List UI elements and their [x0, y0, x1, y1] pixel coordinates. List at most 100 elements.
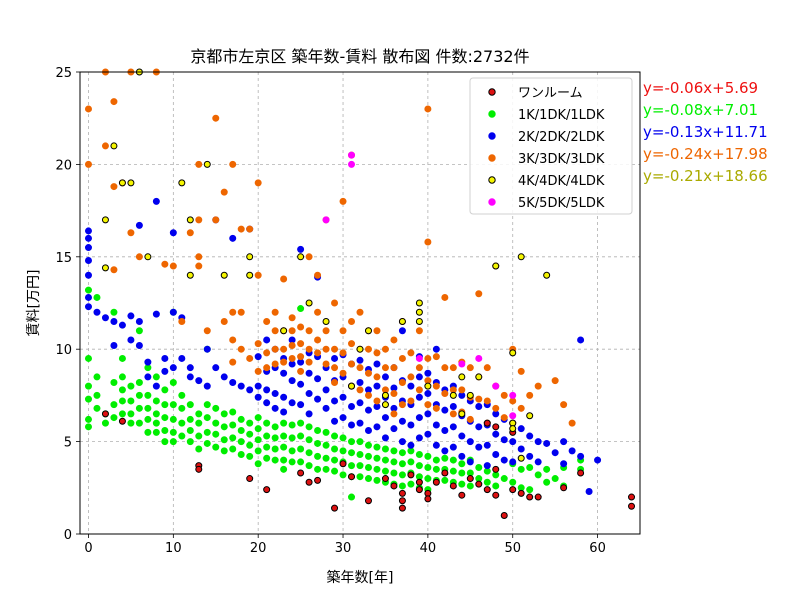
data-point [449, 482, 457, 490]
data-point [263, 317, 271, 325]
y-axis-label: 賃料[万円] [26, 270, 42, 337]
data-point [271, 434, 279, 442]
data-point [415, 486, 423, 494]
data-point [195, 419, 203, 427]
trend-equation: y=-0.24x+17.98 [643, 145, 768, 163]
data-point [288, 354, 296, 362]
data-point [458, 373, 466, 381]
data-point [449, 443, 457, 451]
data-point [322, 428, 330, 436]
data-point [458, 386, 466, 394]
data-point [135, 378, 143, 386]
data-point [449, 402, 457, 410]
data-point [415, 462, 423, 470]
data-point [101, 142, 109, 150]
data-point [229, 358, 237, 366]
data-point [449, 364, 457, 372]
data-point [161, 260, 169, 268]
data-point [220, 317, 228, 325]
data-point [110, 401, 118, 409]
data-point [322, 327, 330, 335]
data-point [415, 386, 423, 394]
data-point [297, 367, 305, 375]
data-point [237, 427, 245, 435]
data-point [381, 345, 389, 353]
data-point [390, 425, 398, 433]
data-point [229, 378, 237, 386]
data-point [84, 423, 92, 431]
data-point [305, 436, 313, 444]
data-point [161, 438, 169, 446]
data-point [254, 393, 262, 401]
data-point [364, 497, 372, 505]
data-point [415, 434, 423, 442]
data-point [229, 336, 237, 344]
data-point [229, 160, 237, 168]
data-point [220, 188, 228, 196]
data-point [305, 369, 313, 377]
data-point [254, 367, 262, 375]
data-point [84, 382, 92, 390]
data-point [84, 286, 92, 294]
data-point [492, 262, 500, 270]
data-points [84, 68, 636, 520]
data-point [305, 478, 313, 486]
data-point [348, 421, 356, 429]
data-point [246, 225, 254, 233]
data-point [263, 349, 271, 357]
data-point [398, 482, 406, 490]
data-point [246, 441, 254, 449]
data-point [517, 445, 525, 453]
data-point [135, 317, 143, 325]
data-point [169, 229, 177, 237]
data-point [390, 364, 398, 372]
x-tick-label: 10 [165, 541, 182, 556]
data-point [364, 452, 372, 460]
data-point [492, 465, 500, 473]
data-point [441, 447, 449, 455]
data-point [212, 443, 220, 451]
x-axis-label: 築年数[年] [327, 570, 394, 586]
data-point [526, 412, 534, 420]
legend-label: 2K/2DK/2LDK [518, 130, 605, 145]
data-point [348, 449, 356, 457]
data-point [517, 425, 525, 433]
data-point [135, 221, 143, 229]
data-point [390, 469, 398, 477]
data-point [509, 425, 517, 433]
data-point [178, 404, 186, 412]
data-point [331, 364, 339, 372]
data-point [263, 386, 271, 394]
data-point [169, 378, 177, 386]
data-point [246, 271, 254, 279]
data-point [237, 415, 245, 423]
data-point [246, 419, 254, 427]
data-point [297, 458, 305, 466]
data-point [594, 456, 602, 464]
data-point [381, 467, 389, 475]
data-point [305, 462, 313, 470]
data-point [424, 369, 432, 377]
data-point [220, 447, 228, 455]
data-point [526, 486, 534, 494]
data-point [483, 486, 491, 494]
data-point [178, 179, 186, 187]
data-point [475, 395, 483, 403]
data-point [229, 421, 237, 429]
data-point [152, 428, 160, 436]
data-point [152, 197, 160, 205]
data-point [577, 452, 585, 460]
data-point [322, 360, 330, 368]
data-point [348, 160, 356, 168]
data-point [237, 438, 245, 446]
data-point [407, 480, 415, 488]
data-point [110, 317, 118, 325]
data-point [398, 504, 406, 512]
data-point [305, 253, 313, 261]
data-point [432, 441, 440, 449]
data-point [144, 391, 152, 399]
data-point [381, 401, 389, 409]
trend-equation: y=-0.21x+18.66 [643, 167, 768, 185]
data-point [449, 423, 457, 431]
data-point [305, 299, 313, 307]
